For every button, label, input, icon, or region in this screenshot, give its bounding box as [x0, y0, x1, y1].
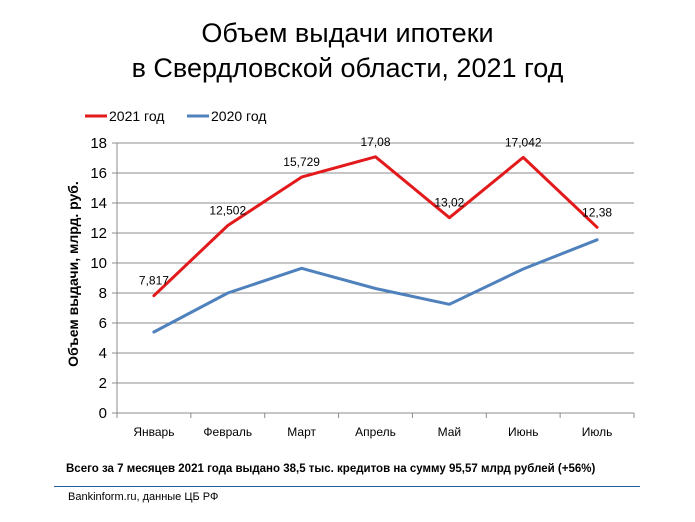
y-tick-label: 6 — [99, 315, 107, 332]
y-tick-label: 16 — [90, 165, 107, 182]
data-label: 15,729 — [283, 155, 320, 169]
legend: 2021 год 2020 год — [85, 108, 266, 124]
x-tick-label: Апрель — [355, 425, 396, 439]
y-tick-label: 14 — [90, 195, 107, 212]
footer-divider — [54, 486, 640, 487]
data-label: 17,042 — [505, 135, 542, 149]
x-tick-label: Март — [287, 425, 316, 439]
legend-label: 2021 год — [109, 108, 164, 124]
x-tick-label: Февраль — [203, 425, 252, 439]
x-tick-label: Июль — [582, 425, 613, 439]
x-tick-label: Май — [438, 425, 462, 439]
data-labels: 7,817 12,502 15,729 17,08 13,02 17,042 12,38 — [139, 135, 612, 288]
x-tick-labels: Январь Февраль Март Апрель Май Июнь Июль — [133, 425, 612, 439]
x-tick-label: Июнь — [508, 425, 539, 439]
legend-label: 2020 год — [211, 108, 266, 124]
y-tick-label: 0 — [99, 405, 107, 422]
data-label: 17,08 — [360, 135, 390, 149]
series-line — [152, 238, 599, 334]
chart-title-line-2: в Свердловской области, 2021 год — [131, 53, 564, 83]
y-tick-label: 10 — [90, 255, 107, 272]
grid-lines — [117, 142, 634, 384]
y-tick-label: 8 — [99, 285, 107, 302]
series-lines — [152, 155, 599, 334]
line-chart: 0 2 4 6 8 10 12 14 16 18 Январь Февраль Март Апрель М… — [65, 108, 635, 439]
data-label: 7,817 — [139, 274, 169, 288]
y-tick-label: 12 — [90, 225, 107, 242]
y-axis-label: Объем выдачи, млрд. руб. — [65, 181, 81, 367]
x-tick-label: Январь — [133, 425, 174, 439]
y-tick-label: 4 — [99, 345, 107, 362]
axes — [112, 142, 635, 418]
y-tick-labels: 0 2 4 6 8 10 12 14 16 18 — [90, 135, 107, 422]
data-label: 12,502 — [209, 203, 246, 217]
data-label: 12,38 — [582, 205, 612, 219]
source-credit: Bankinform.ru, данные ЦБ РФ — [68, 491, 219, 503]
y-tick-label: 18 — [90, 135, 107, 152]
y-tick-label: 2 — [99, 375, 107, 392]
summary-footnote: Всего за 7 месяцев 2021 года выдано 38,5… — [66, 463, 596, 475]
series-line — [152, 155, 599, 298]
data-label: 13,02 — [434, 196, 464, 210]
chart-title-line-1: Объем выдачи ипотеки — [201, 18, 494, 48]
